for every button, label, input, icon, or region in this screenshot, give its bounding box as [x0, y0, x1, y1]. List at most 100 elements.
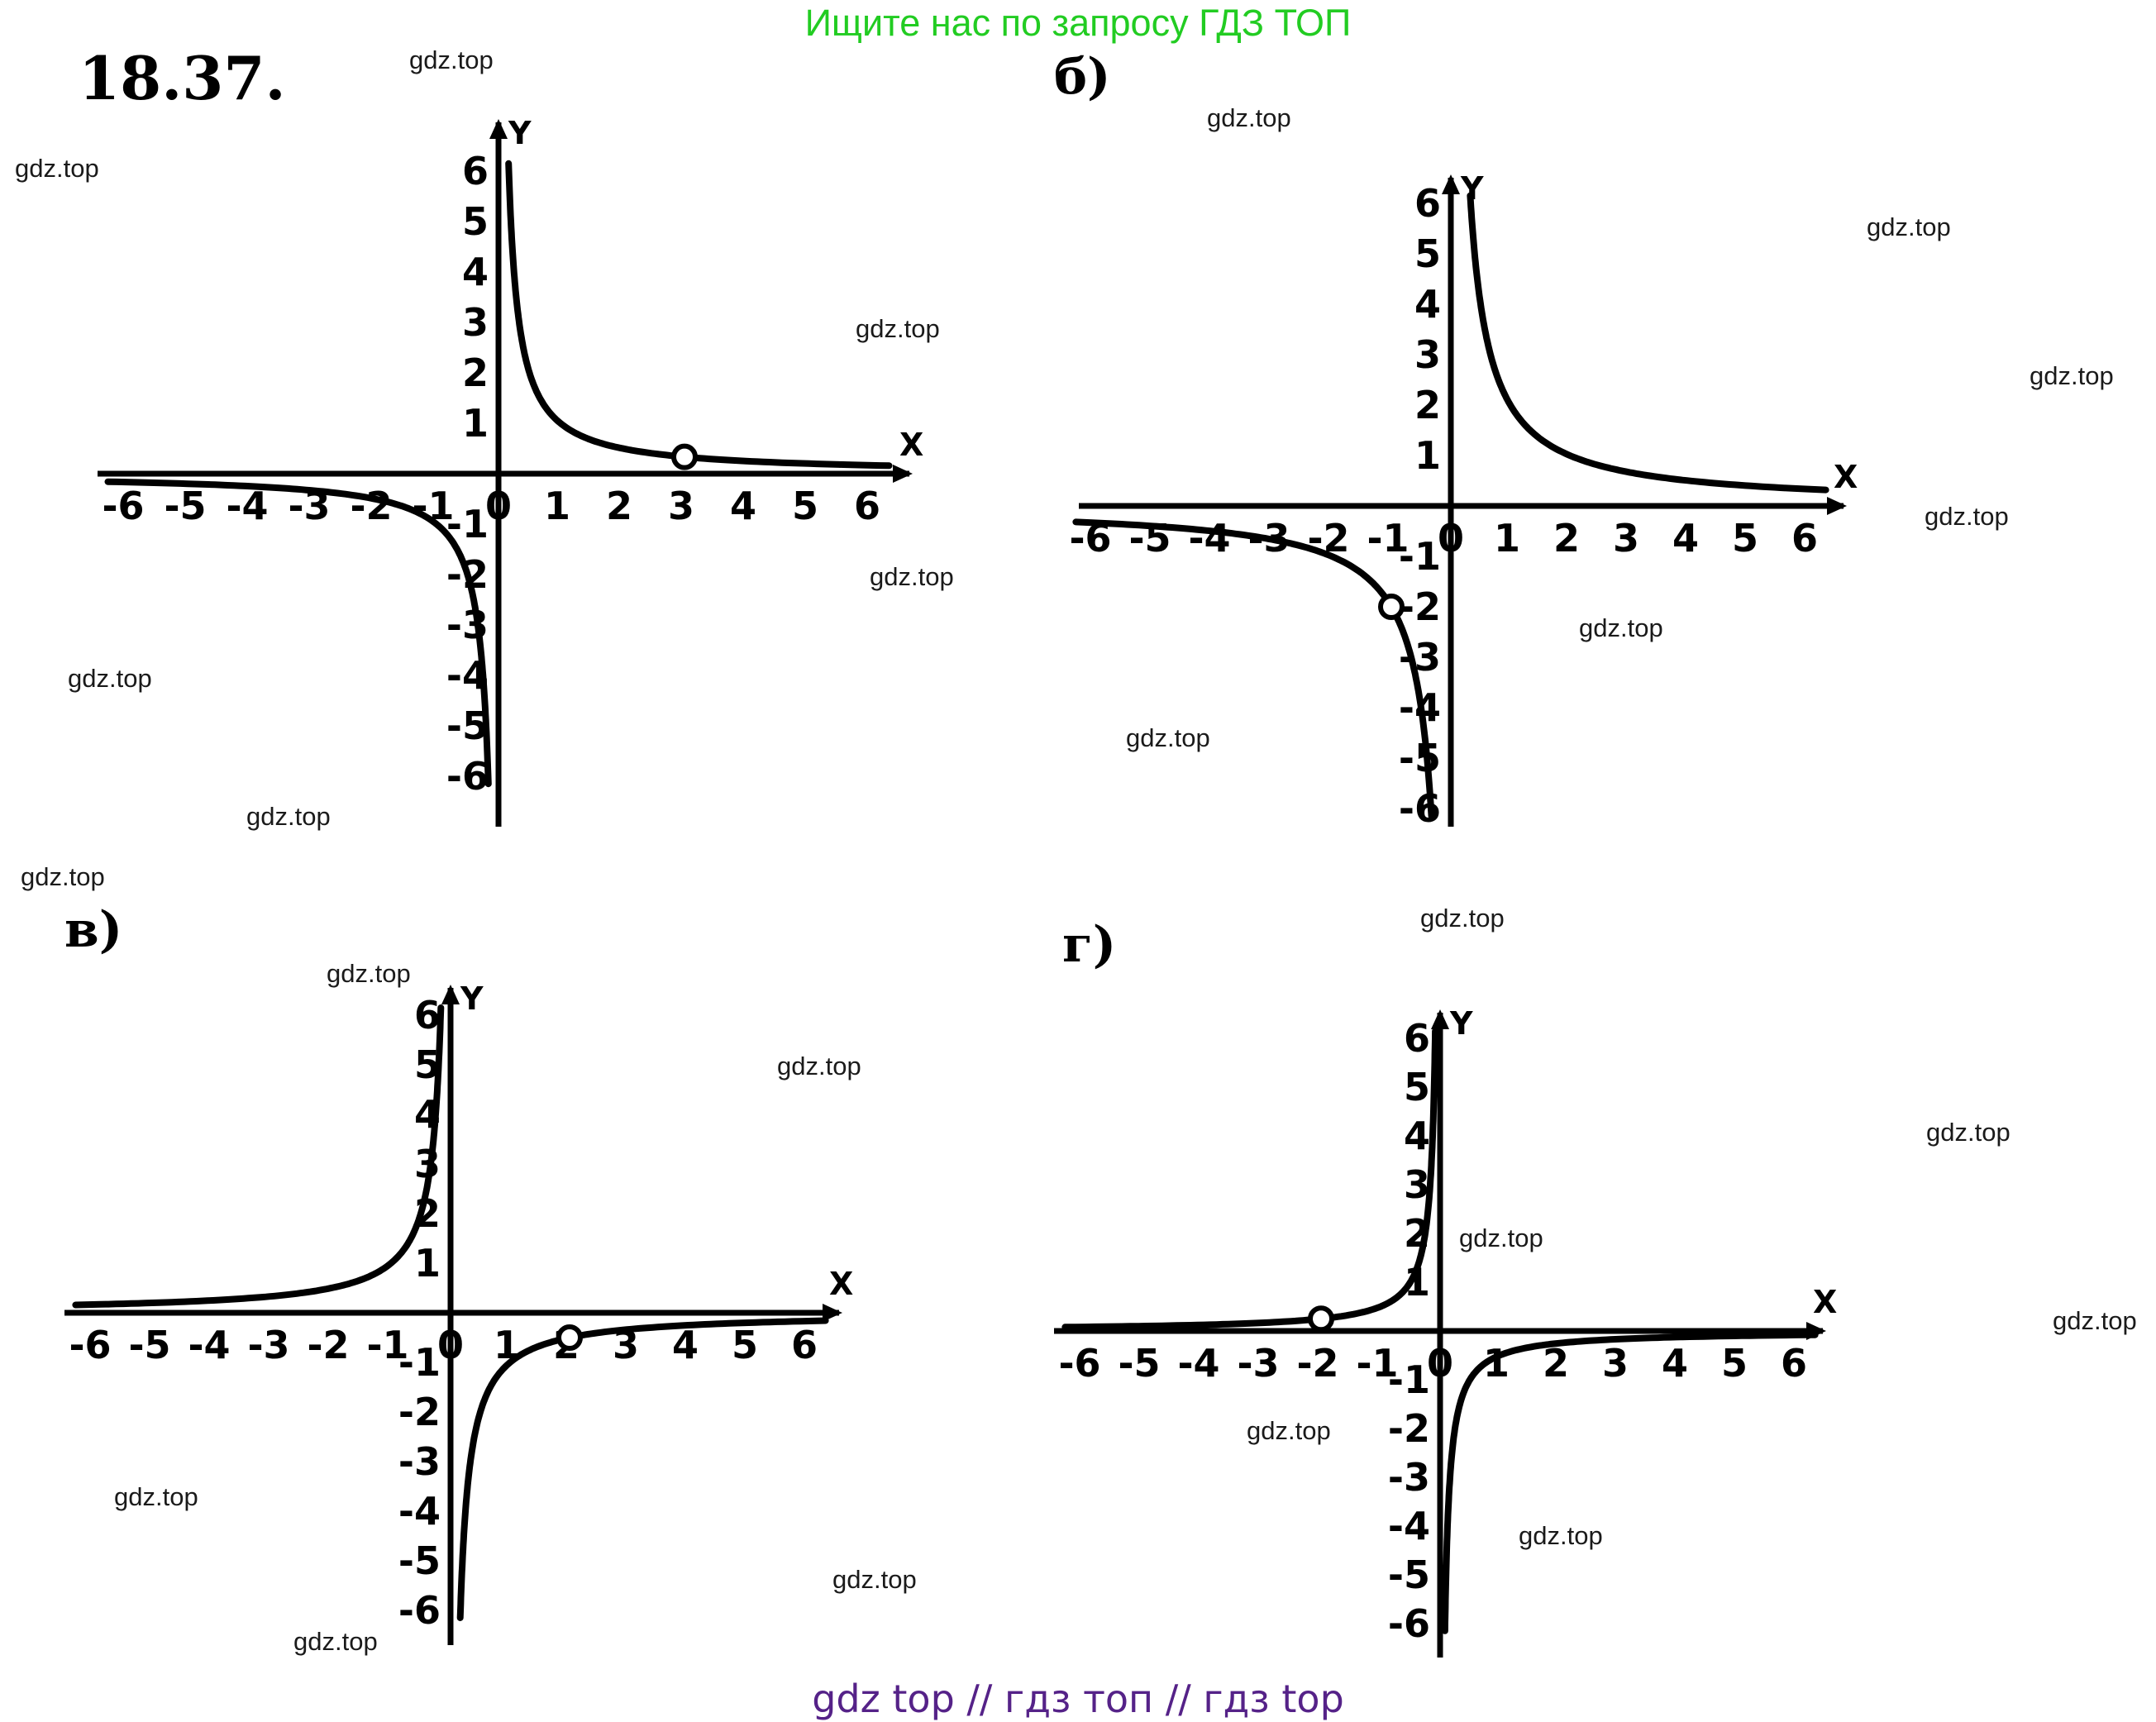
x-tick-label: 2	[606, 484, 632, 528]
open-point-marker	[671, 443, 698, 470]
panel-label-g: г)	[1062, 916, 1117, 974]
y-tick-label: -6	[1399, 786, 1441, 831]
y-tick-label: -4	[398, 1489, 441, 1534]
y-tick-label: 4	[1414, 282, 1441, 327]
y-tick-label: 2	[1414, 383, 1441, 427]
y-tick-label: -5	[446, 704, 489, 748]
y-axis-label: Y	[1449, 1005, 1473, 1042]
x-tick-label: 5	[732, 1323, 758, 1367]
curve-branch-right	[1441, 1331, 1819, 1634]
x-tick-label: -3	[1237, 1341, 1279, 1386]
x-tick-label: 2	[1543, 1341, 1569, 1386]
y-tick-label: 1	[1414, 433, 1441, 478]
x-tick-label: -2	[350, 484, 392, 528]
open-point-marker	[1378, 594, 1405, 620]
x-tick-label: 3	[1602, 1341, 1629, 1386]
y-tick-label: 1	[414, 1241, 441, 1286]
x-tick-label: -1	[366, 1323, 408, 1367]
x-axis-arrow	[893, 465, 913, 483]
y-tick-label: 4	[1404, 1114, 1430, 1158]
panel-label-b: б)	[1054, 48, 1111, 106]
x-tick-label: -6	[1058, 1341, 1100, 1386]
y-tick-label: 6	[1414, 181, 1441, 226]
curve-branch-right	[505, 160, 893, 470]
x-axis-arrow	[1827, 497, 1847, 515]
x-tick-label: 0	[437, 1323, 464, 1367]
x-tick-label: -4	[1177, 1341, 1219, 1386]
y-tick-label: 6	[462, 149, 489, 193]
panel-label-v: в)	[64, 901, 123, 959]
x-axis-label: X	[829, 1266, 853, 1302]
y-tick-label: 5	[1414, 231, 1441, 276]
watermark: gdz.top	[1925, 502, 2009, 531]
x-axis-label: X	[1834, 459, 1858, 495]
x-tick-label: -2	[307, 1323, 349, 1367]
open-point-marker	[1308, 1305, 1334, 1333]
x-tick-label: 6	[854, 484, 880, 528]
x-axis-label: X	[899, 427, 923, 463]
y-tick-label: -2	[1388, 1406, 1430, 1451]
y-axis-label: Y	[508, 115, 532, 151]
y-tick-label: -5	[1399, 736, 1441, 780]
y-axis-label: Y	[460, 980, 484, 1017]
x-tick-label: -5	[1118, 1341, 1160, 1386]
curve-branch-left	[104, 478, 492, 788]
x-tick-label: -3	[247, 1323, 289, 1367]
curve-branch-right	[1467, 192, 1829, 494]
x-tick-label: -5	[164, 484, 206, 528]
x-tick-label: 6	[1791, 516, 1818, 560]
x-tick-label: 3	[1613, 516, 1639, 560]
watermark: gdz.top	[327, 959, 411, 988]
watermark: gdz.top	[1247, 1416, 1331, 1445]
x-axis-label: X	[1813, 1284, 1837, 1320]
open-point-marker	[556, 1324, 583, 1351]
x-tick-label: 4	[1672, 516, 1699, 560]
x-tick-label: 5	[792, 484, 818, 528]
y-tick-label: -1	[1388, 1357, 1430, 1402]
x-tick-label: 6	[791, 1323, 818, 1367]
y-tick-label: -2	[1399, 584, 1441, 629]
y-axis-arrow	[441, 985, 460, 1004]
y-tick-label: 5	[1404, 1065, 1430, 1109]
x-tick-label: -4	[1188, 516, 1230, 560]
x-tick-label: 3	[668, 484, 694, 528]
watermark: gdz.top	[1579, 613, 1663, 642]
watermark: gdz.top	[114, 1482, 198, 1511]
watermark: gdz.top	[777, 1052, 861, 1080]
x-tick-label: -2	[1296, 1341, 1338, 1386]
watermark: gdz.top	[293, 1627, 378, 1656]
x-tick-label: 4	[730, 484, 756, 528]
x-tick-label: 1	[1494, 516, 1520, 560]
curve-branch-left	[72, 1004, 445, 1309]
x-tick-label: -4	[188, 1323, 230, 1367]
x-tick-label: 4	[672, 1323, 699, 1367]
y-tick-label: 3	[1414, 332, 1441, 377]
y-tick-label: -6	[446, 754, 489, 799]
x-tick-label: -6	[102, 484, 144, 528]
y-tick-label: -3	[398, 1439, 441, 1484]
x-tick-label: -4	[226, 484, 268, 528]
y-tick-label: -6	[398, 1588, 441, 1633]
x-tick-label: 5	[1721, 1341, 1748, 1386]
watermark: gdz.top	[2030, 361, 2114, 390]
x-tick-label: 5	[1732, 516, 1758, 560]
x-tick-label: 4	[1662, 1341, 1688, 1386]
watermark: gdz.top	[21, 862, 105, 891]
curve-branch-left	[1072, 518, 1435, 820]
x-axis-arrow	[823, 1304, 842, 1322]
watermark: gdz.top	[1459, 1224, 1543, 1252]
y-tick-label: -5	[1388, 1553, 1430, 1597]
y-tick-label: 3	[462, 300, 489, 345]
watermark: gdz.top	[832, 1565, 917, 1594]
watermark: gdz.top	[2053, 1306, 2137, 1335]
x-tick-label: -1	[1367, 516, 1409, 560]
watermark: gdz.top	[1126, 723, 1210, 752]
header-banner: Ищите нас по запросу ГДЗ ТОП	[804, 2, 1352, 44]
watermark: gdz.top	[68, 664, 152, 693]
watermark: gdz.top	[1420, 904, 1505, 933]
y-tick-label: -5	[398, 1538, 441, 1583]
